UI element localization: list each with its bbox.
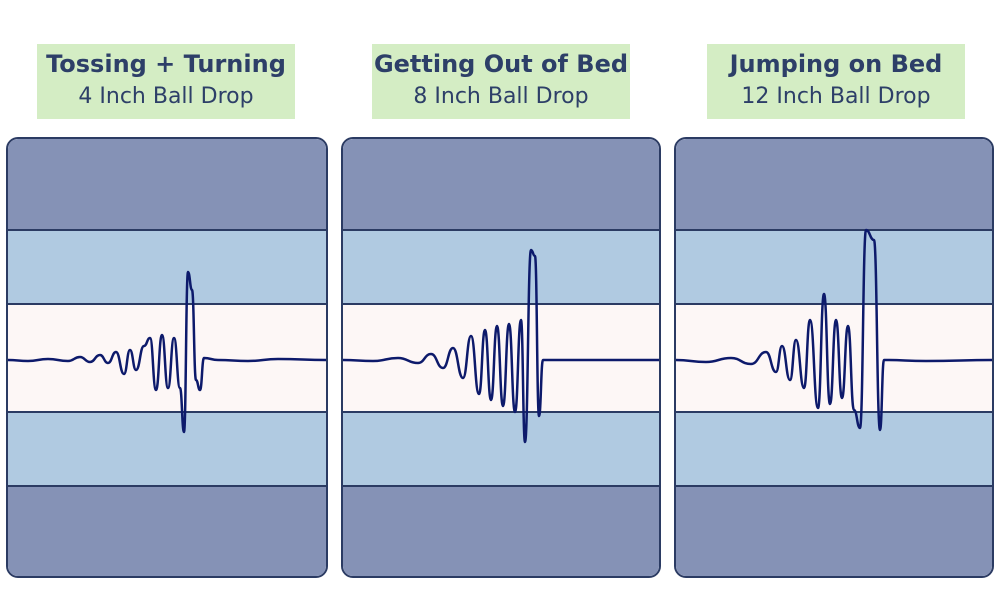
top-mid-band bbox=[8, 229, 326, 305]
bottom-mid-band bbox=[676, 411, 992, 487]
panel-title: Tossing + Turning bbox=[46, 50, 286, 78]
top-outer-band bbox=[676, 139, 992, 229]
motion-wave-svg bbox=[343, 248, 659, 444]
bottom-outer-band bbox=[8, 487, 326, 576]
motion-wave bbox=[676, 228, 992, 432]
panel-label: Tossing + Turning 4 Inch Ball Drop bbox=[37, 44, 295, 119]
top-mid-band bbox=[676, 229, 992, 305]
panel-label: Jumping on Bed 12 Inch Ball Drop bbox=[707, 44, 965, 119]
panel-tossing-turning: Tossing + Turning 4 Inch Ball Drop bbox=[6, 0, 328, 607]
top-mid-band bbox=[343, 229, 659, 305]
panel-label: Getting Out of Bed 8 Inch Ball Drop bbox=[372, 44, 630, 119]
panel-getting-out-of-bed: Getting Out of Bed 8 Inch Ball Drop bbox=[341, 0, 663, 607]
mattress-diagram bbox=[6, 137, 328, 578]
motion-wave-svg bbox=[8, 270, 326, 434]
mattress-diagram bbox=[341, 137, 661, 578]
panel-title: Getting Out of Bed bbox=[373, 50, 629, 78]
motion-wave bbox=[343, 248, 659, 444]
motion-wave-svg bbox=[676, 228, 992, 432]
panel-subtitle: 4 Inch Ball Drop bbox=[78, 84, 254, 109]
panel-jumping-on-bed: Jumping on Bed 12 Inch Ball Drop bbox=[674, 0, 996, 607]
bottom-outer-band bbox=[343, 487, 659, 576]
top-outer-band bbox=[8, 139, 326, 229]
bottom-mid-band bbox=[8, 411, 326, 487]
panel-subtitle: 8 Inch Ball Drop bbox=[413, 84, 589, 109]
mattress-diagram bbox=[674, 137, 994, 578]
panel-subtitle: 12 Inch Ball Drop bbox=[741, 84, 931, 109]
bottom-outer-band bbox=[676, 487, 992, 576]
bottom-mid-band bbox=[343, 411, 659, 487]
panel-title: Jumping on Bed bbox=[729, 50, 943, 78]
motion-wave bbox=[8, 270, 326, 434]
top-outer-band bbox=[343, 139, 659, 229]
